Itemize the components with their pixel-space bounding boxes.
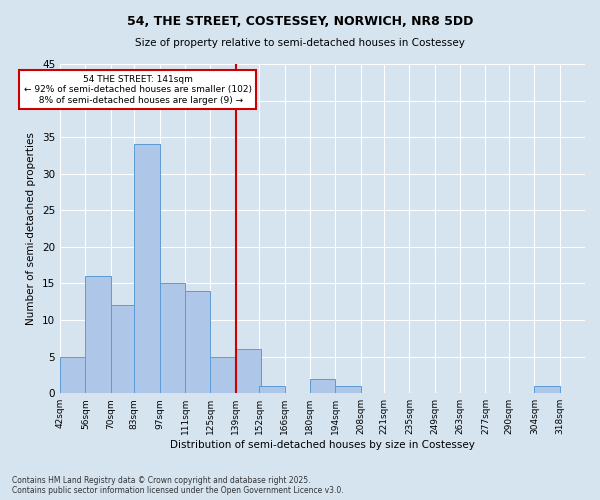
Text: Contains HM Land Registry data © Crown copyright and database right 2025.
Contai: Contains HM Land Registry data © Crown c… — [12, 476, 344, 495]
Bar — [60, 356, 85, 393]
Bar — [111, 306, 136, 393]
Bar — [210, 356, 236, 393]
Bar — [535, 386, 560, 393]
Text: 54 THE STREET: 141sqm
← 92% of semi-detached houses are smaller (102)
  8% of se: 54 THE STREET: 141sqm ← 92% of semi-deta… — [24, 75, 252, 105]
Y-axis label: Number of semi-detached properties: Number of semi-detached properties — [26, 132, 37, 325]
Bar — [185, 291, 210, 393]
Text: Size of property relative to semi-detached houses in Costessey: Size of property relative to semi-detach… — [135, 38, 465, 48]
Bar — [335, 386, 361, 393]
Bar — [160, 284, 185, 393]
Bar — [259, 386, 284, 393]
Bar — [134, 144, 160, 393]
Bar — [236, 350, 261, 393]
Text: 54, THE STREET, COSTESSEY, NORWICH, NR8 5DD: 54, THE STREET, COSTESSEY, NORWICH, NR8 … — [127, 15, 473, 28]
X-axis label: Distribution of semi-detached houses by size in Costessey: Distribution of semi-detached houses by … — [170, 440, 475, 450]
Bar — [310, 378, 335, 393]
Bar — [85, 276, 111, 393]
